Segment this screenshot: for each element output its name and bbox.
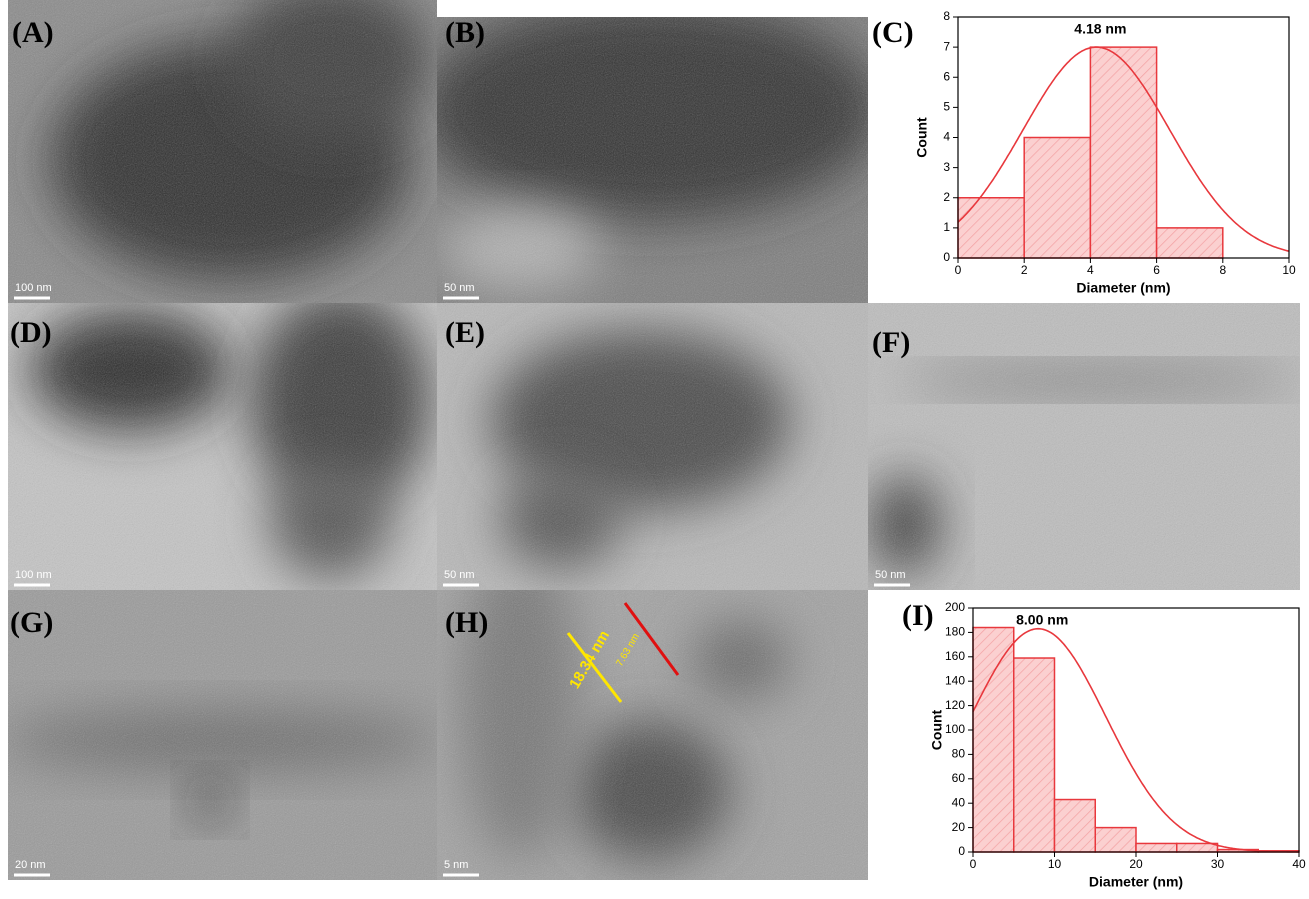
measure-line bbox=[566, 632, 623, 703]
y-axis-label: Count bbox=[914, 117, 930, 158]
y-tick-label: 140 bbox=[945, 673, 965, 687]
image-content bbox=[8, 0, 437, 303]
bar bbox=[1135, 842, 1178, 853]
x-tick-label: 40 bbox=[1292, 857, 1306, 871]
bar bbox=[972, 626, 1015, 853]
measure-line bbox=[623, 602, 680, 676]
x-tick-label: 0 bbox=[955, 263, 962, 277]
image-content bbox=[437, 590, 868, 880]
x-tick-label: 4 bbox=[1087, 263, 1094, 277]
tem-image: 20 nm bbox=[8, 590, 437, 880]
x-tick-label: 10 bbox=[1048, 857, 1062, 871]
bar bbox=[1094, 826, 1137, 853]
y-tick-label: 80 bbox=[952, 747, 966, 761]
image-content bbox=[437, 303, 868, 590]
y-tick-label: 20 bbox=[952, 820, 966, 834]
tem-image: 100 nm bbox=[8, 0, 437, 303]
bar bbox=[1023, 136, 1092, 259]
x-axis-label: Diameter (nm) bbox=[1076, 280, 1170, 296]
peak-annotation: 8.00 nm bbox=[1016, 612, 1068, 628]
y-tick-label: 3 bbox=[943, 160, 950, 174]
panel-label: (D) bbox=[10, 316, 52, 349]
bar bbox=[957, 197, 1025, 259]
tem-image: 100 nm bbox=[8, 303, 437, 590]
bar bbox=[1155, 227, 1224, 259]
y-tick-label: 180 bbox=[945, 625, 965, 639]
image-content bbox=[8, 303, 437, 590]
tem-image: 5 nm bbox=[437, 590, 868, 880]
x-tick-label: 2 bbox=[1021, 263, 1028, 277]
panel-label: (H) bbox=[445, 606, 488, 639]
tem-image: 50 nm bbox=[437, 303, 868, 590]
x-axis-label: Diameter (nm) bbox=[1089, 874, 1183, 890]
y-tick-label: 200 bbox=[945, 600, 965, 614]
y-tick-label: 2 bbox=[943, 190, 950, 204]
scale-bar-label: 100 nm bbox=[15, 569, 52, 581]
x-tick-label: 20 bbox=[1129, 857, 1143, 871]
image-grain bbox=[868, 303, 1300, 590]
y-tick-label: 7 bbox=[943, 39, 950, 53]
scale-bar-label: 100 nm bbox=[15, 282, 52, 294]
image-grain bbox=[8, 303, 437, 590]
fit-curve bbox=[972, 627, 1299, 853]
scale-bar-label: 50 nm bbox=[444, 569, 475, 581]
panel-label: (C) bbox=[872, 16, 914, 49]
panel-label: (I) bbox=[902, 599, 934, 632]
image-content bbox=[8, 590, 437, 880]
y-tick-label: 1 bbox=[943, 220, 950, 234]
peak-annotation: 4.18 nm bbox=[1074, 21, 1126, 37]
y-tick-label: 6 bbox=[943, 69, 950, 83]
y-tick-label: 120 bbox=[945, 698, 965, 712]
image-grain bbox=[8, 0, 437, 303]
bar bbox=[1053, 798, 1096, 853]
panel-label: (A) bbox=[12, 16, 54, 49]
tem-image: 50 nm bbox=[868, 303, 1300, 590]
image-grain bbox=[437, 590, 868, 880]
x-tick-label: 8 bbox=[1219, 263, 1226, 277]
y-tick-label: 4 bbox=[943, 130, 950, 144]
y-tick-label: 40 bbox=[952, 795, 966, 809]
panel-label: (G) bbox=[10, 606, 53, 639]
scale-bar-label: 50 nm bbox=[444, 282, 475, 294]
bar bbox=[1176, 842, 1219, 853]
y-tick-label: 0 bbox=[943, 250, 950, 264]
fit-curve bbox=[957, 46, 1290, 252]
image-content bbox=[437, 17, 868, 303]
image-grain bbox=[437, 17, 868, 303]
x-tick-label: 0 bbox=[970, 857, 977, 871]
y-tick-label: 60 bbox=[952, 771, 966, 785]
image-content bbox=[868, 303, 1300, 590]
x-tick-label: 30 bbox=[1211, 857, 1225, 871]
bar bbox=[1013, 657, 1056, 853]
panel-label: (B) bbox=[445, 16, 485, 49]
y-tick-label: 160 bbox=[945, 649, 965, 663]
scale-bar-label: 50 nm bbox=[875, 569, 906, 581]
y-tick-label: 5 bbox=[943, 100, 950, 114]
scale-bar-label: 20 nm bbox=[15, 859, 46, 871]
x-tick-label: 6 bbox=[1153, 263, 1160, 277]
y-tick-label: 0 bbox=[958, 844, 965, 858]
image-grain bbox=[437, 303, 868, 590]
scale-bar-label: 5 nm bbox=[444, 859, 468, 871]
y-tick-label: 100 bbox=[945, 722, 965, 736]
tem-image: 50 nm bbox=[437, 17, 868, 303]
panel-label: (F) bbox=[872, 326, 910, 359]
y-tick-label: 8 bbox=[943, 9, 950, 23]
y-axis-label: Count bbox=[929, 709, 945, 750]
image-grain bbox=[8, 590, 437, 880]
x-tick-label: 10 bbox=[1282, 263, 1296, 277]
panel-label: (E) bbox=[445, 316, 485, 349]
bar bbox=[1089, 46, 1158, 259]
